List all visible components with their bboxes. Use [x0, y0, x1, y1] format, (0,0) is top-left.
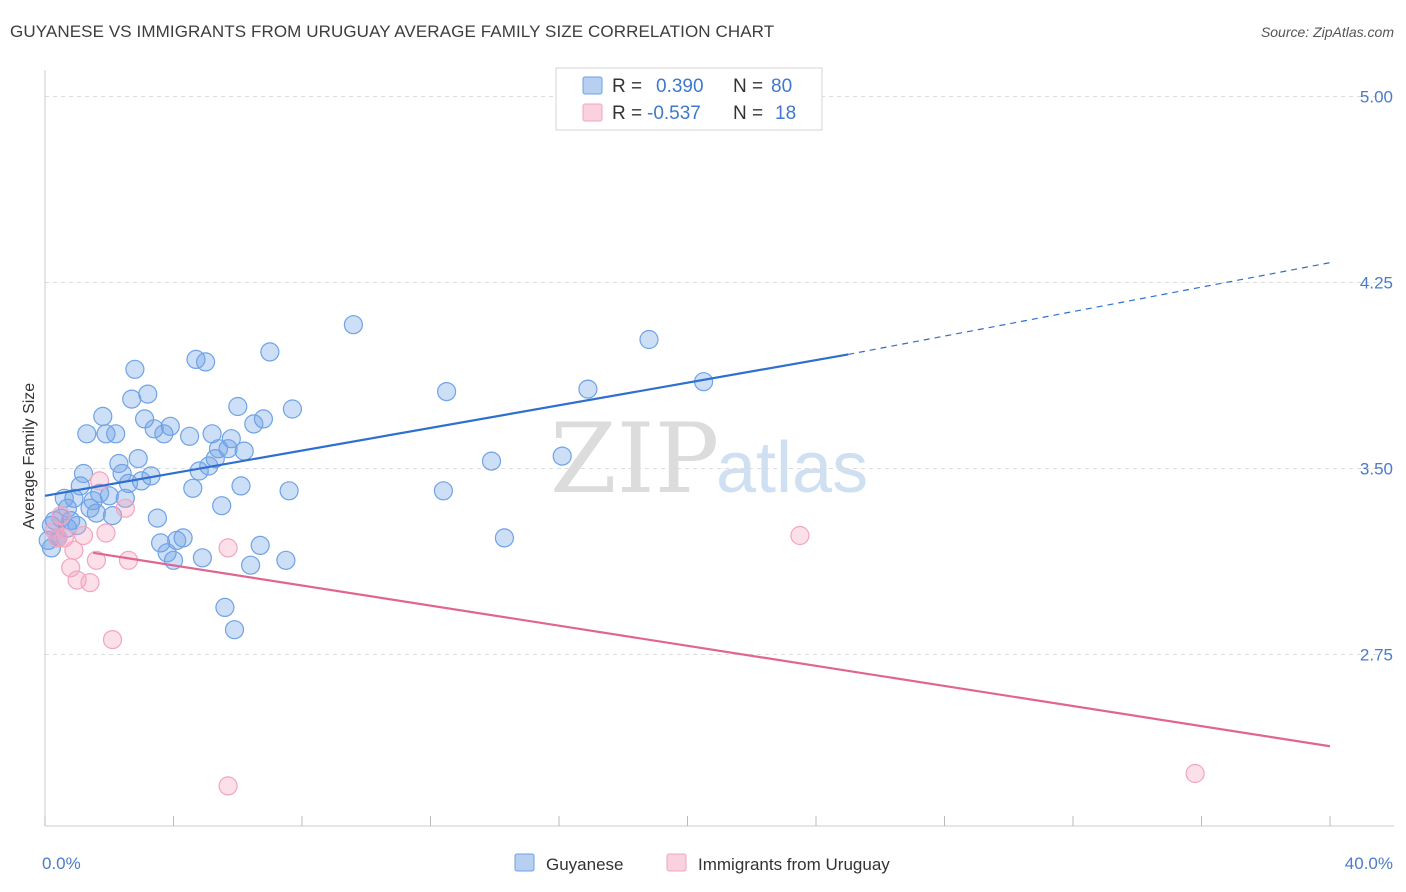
point-guyanese	[208, 439, 229, 459]
point-uruguay	[48, 528, 68, 548]
point-uruguay	[64, 540, 84, 560]
point-guyanese	[147, 508, 167, 528]
point-guyanese	[282, 399, 302, 419]
y-axis-label: Average Family Size	[21, 383, 38, 530]
point-guyanese	[115, 488, 135, 508]
legend-n-value-uruguay: 18	[775, 103, 796, 124]
point-guyanese	[138, 384, 158, 404]
point-uruguay	[218, 776, 238, 796]
point-guyanese	[578, 379, 598, 399]
point-uruguay	[73, 525, 94, 546]
y-tick-label: 2.75	[1360, 646, 1393, 665]
watermark: ZIP atlas	[550, 403, 868, 515]
point-uruguay	[86, 550, 107, 570]
trend-line-guyanese	[44, 353, 849, 497]
point-guyanese	[180, 426, 200, 446]
data-points	[38, 315, 1205, 796]
legend-n-value-guyanese: 80	[771, 76, 792, 97]
point-guyanese	[99, 486, 119, 506]
point-guyanese	[96, 424, 116, 444]
bottom-legend-label-uruguay: Immigrants from Uruguay	[698, 855, 890, 874]
bottom-legend-label-guyanese: Guyanese	[546, 855, 624, 874]
y-tick-label: 5.00	[1360, 88, 1393, 107]
point-guyanese	[279, 481, 299, 501]
point-guyanese	[106, 424, 126, 444]
point-guyanese	[231, 476, 251, 496]
point-guyanese	[57, 498, 78, 518]
legend-r-label-guyanese: R =	[612, 76, 642, 97]
point-guyanese	[73, 463, 94, 484]
point-guyanese	[135, 409, 155, 429]
source-credit: Source: ZipAtlas.com	[1260, 24, 1394, 40]
legend-r-value-uruguay: -0.537	[647, 103, 701, 124]
tick-labels: 2.75 3.50 4.25 5.00 0.0% 40.0%	[42, 88, 1393, 874]
point-guyanese	[64, 488, 84, 508]
point-guyanese	[122, 389, 142, 409]
point-guyanese	[552, 446, 572, 466]
point-guyanese	[250, 535, 270, 556]
x-tick-label-min: 0.0%	[42, 854, 81, 873]
point-guyanese	[481, 451, 502, 471]
point-guyanese	[215, 597, 235, 618]
point-uruguay	[51, 505, 71, 526]
point-uruguay	[102, 629, 123, 650]
y-tick-label: 4.25	[1360, 274, 1393, 293]
point-guyanese	[234, 441, 254, 461]
legend-n-label-uruguay: N =	[733, 103, 763, 124]
point-guyanese	[125, 359, 145, 379]
y-tick-label: 3.50	[1360, 460, 1393, 479]
x-tick-label-max: 40.0%	[1345, 854, 1393, 873]
point-guyanese	[241, 555, 261, 575]
axes	[44, 70, 1394, 827]
point-guyanese	[77, 424, 97, 444]
legend-n-label-guyanese: N =	[733, 76, 763, 97]
point-uruguay	[790, 525, 810, 546]
legend-swatch-uruguay	[582, 103, 603, 122]
point-uruguay	[80, 572, 100, 593]
legend: R = 0.390 N = 80 R = -0.537 N = 18	[555, 67, 823, 131]
point-guyanese	[128, 449, 148, 469]
point-guyanese	[144, 419, 164, 439]
bottom-legend-swatch-guyanese	[514, 853, 535, 872]
bottom-legend: Guyanese Immigrants from Uruguay	[514, 853, 890, 874]
point-guyanese	[639, 329, 659, 350]
point-guyanese	[173, 528, 193, 548]
chart-title: GUYANESE VS IMMIGRANTS FROM URUGUAY AVER…	[10, 22, 775, 41]
legend-r-value-guyanese: 0.390	[656, 76, 704, 97]
point-uruguay	[218, 538, 238, 558]
point-guyanese	[212, 496, 232, 516]
point-guyanese	[192, 548, 212, 568]
point-guyanese	[196, 352, 216, 372]
point-guyanese	[437, 382, 457, 402]
point-guyanese	[253, 409, 273, 429]
watermark-zip: ZIP	[550, 403, 719, 515]
point-guyanese	[151, 533, 171, 553]
point-guyanese	[228, 396, 248, 417]
point-guyanese	[86, 503, 107, 523]
point-guyanese	[183, 478, 203, 498]
trend-lines	[44, 262, 1331, 748]
point-uruguay	[96, 523, 116, 543]
point-guyanese	[260, 342, 280, 362]
point-guyanese	[433, 481, 453, 501]
point-uruguay	[115, 498, 135, 518]
point-guyanese	[244, 414, 264, 434]
point-guyanese	[160, 416, 180, 436]
trend-line-uruguay	[93, 551, 1331, 748]
point-guyanese	[276, 550, 296, 570]
point-uruguay	[1185, 763, 1205, 784]
trend-line-guyanese-extension	[848, 262, 1331, 356]
bottom-legend-swatch-uruguay	[666, 853, 687, 872]
point-guyanese	[343, 315, 363, 335]
point-guyanese	[93, 406, 113, 426]
point-guyanese	[154, 424, 174, 444]
point-guyanese	[224, 620, 245, 640]
point-guyanese	[221, 429, 241, 449]
point-guyanese	[494, 528, 514, 548]
legend-r-label-uruguay: R =	[612, 103, 642, 124]
legend-swatch-guyanese	[582, 76, 603, 95]
